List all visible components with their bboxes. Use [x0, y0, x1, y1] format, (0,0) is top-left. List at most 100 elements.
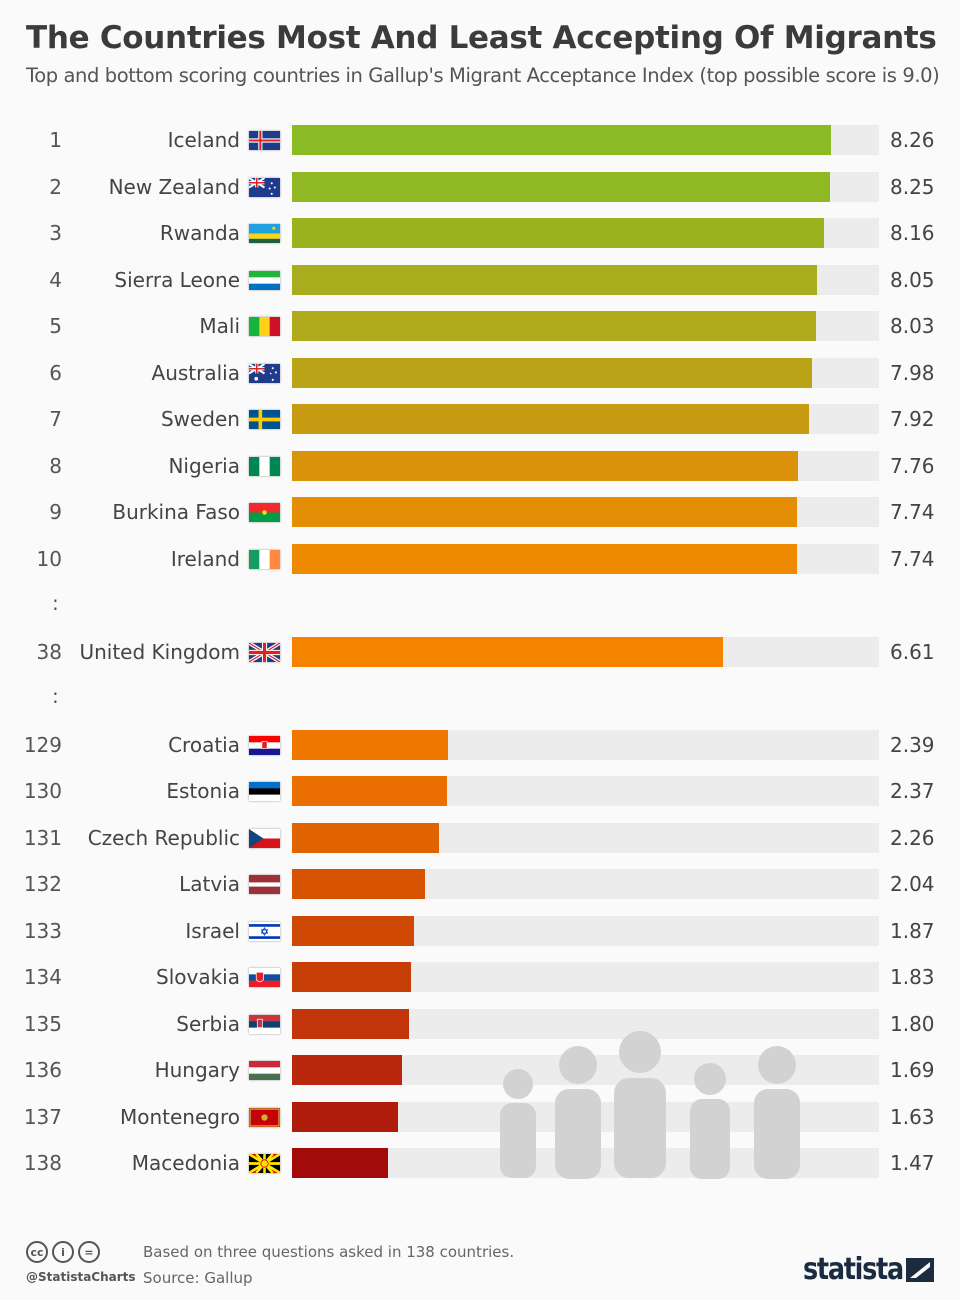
- bar-row: 8 Nigeria 7.76: [0, 450, 960, 482]
- value-label: 8.26: [890, 128, 935, 152]
- bar-row: 136 Hungary 1.69: [0, 1054, 960, 1086]
- attribution-icon: i: [52, 1241, 74, 1263]
- bar: [292, 822, 440, 853]
- country-label: Slovakia: [156, 965, 240, 989]
- hungary-flag-icon: [249, 1061, 280, 1080]
- bar-row: 38 United Kingdom 6.61: [0, 636, 960, 668]
- bar-row: 1 Iceland 8.26: [0, 124, 960, 156]
- value-label: 7.92: [890, 407, 935, 431]
- bar-row: 137 Montenegro 1.63: [0, 1101, 960, 1133]
- statista-logo[interactable]: statista: [803, 1252, 904, 1287]
- bar-row: 133 Israel 1.87: [0, 915, 960, 947]
- bar: [292, 543, 797, 574]
- slovakia-flag-icon: [249, 968, 280, 987]
- chart-title: The Countries Most And Least Accepting O…: [26, 20, 937, 56]
- rank-label: 7: [49, 407, 62, 431]
- country-label: Sierra Leone: [114, 267, 240, 292]
- bar-track: [292, 636, 879, 667]
- bar: [292, 636, 724, 667]
- country-label: Australia: [151, 360, 240, 385]
- bar-row: 132 Latvia 2.04: [0, 868, 960, 900]
- country-label: Israel: [185, 918, 240, 943]
- bar: [292, 776, 447, 806]
- value-label: 7.74: [890, 500, 935, 524]
- bar-track: [292, 543, 879, 574]
- country-label: Iceland: [167, 128, 240, 152]
- bar: [292, 171, 831, 202]
- country-label: Sweden: [160, 407, 240, 431]
- bar: [292, 1008, 410, 1039]
- rank-label: 5: [49, 314, 62, 338]
- rank-label: 136: [23, 1058, 62, 1082]
- country-label: Serbia: [176, 1011, 240, 1036]
- serbia-flag-icon: [249, 1014, 280, 1034]
- bar: [292, 869, 426, 899]
- bar-row: 6 Australia 7.98: [0, 357, 960, 389]
- bar-track: [292, 1008, 879, 1039]
- country-label: Czech Republic: [87, 825, 240, 850]
- bar-track: [292, 497, 879, 527]
- bar: [292, 404, 809, 434]
- rank-label: 129: [23, 732, 62, 757]
- australia-flag-icon: [249, 363, 280, 383]
- rank-label: 138: [23, 1151, 62, 1175]
- bar-track: [292, 404, 879, 434]
- value-label: 1.47: [890, 1151, 935, 1175]
- bar-row: 130 Estonia 2.37: [0, 775, 960, 807]
- latvia-flag-icon: [249, 875, 280, 894]
- country-label: Macedonia: [131, 1151, 240, 1175]
- rank-label: 10: [36, 546, 62, 571]
- creative-commons-icons: cc i =: [26, 1241, 100, 1263]
- macedonia-flag-icon: [249, 1154, 280, 1173]
- bar: [292, 962, 412, 992]
- rank-label: 135: [23, 1011, 62, 1036]
- rank-label: 6: [49, 360, 62, 385]
- footnote: Based on three questions asked in 138 co…: [143, 1243, 515, 1261]
- country-label: Burkina Faso: [112, 500, 240, 524]
- bar-track: [292, 357, 879, 388]
- bar-track: [292, 776, 879, 806]
- bar-track: [292, 264, 879, 295]
- nigeria-flag-icon: [249, 456, 280, 476]
- value-label: 1.80: [890, 1011, 935, 1036]
- bar: [292, 264, 818, 295]
- people-silhouette-icon: [500, 1031, 800, 1179]
- country-label: Montenegro: [119, 1104, 240, 1129]
- statista-logo-icon: [906, 1258, 934, 1282]
- bar: [292, 218, 825, 248]
- croatia-flag-icon: [249, 735, 280, 755]
- bar: [292, 1101, 399, 1132]
- bar-track: [292, 729, 879, 760]
- bar: [292, 311, 816, 341]
- bar-row: 4 Sierra Leone 8.05: [0, 264, 960, 296]
- bar-track: [292, 915, 879, 946]
- country-label: Rwanda: [159, 221, 240, 245]
- bar: [292, 125, 831, 155]
- czech-republic-flag-icon: [249, 828, 280, 848]
- country-label: Ireland: [170, 546, 240, 571]
- bar-track: [292, 171, 879, 202]
- rank-label: 132: [23, 872, 62, 896]
- rwanda-flag-icon: [249, 224, 280, 243]
- bar-row: 3 Rwanda 8.16: [0, 217, 960, 249]
- bar: [292, 729, 448, 760]
- bar-track: [292, 822, 879, 853]
- bar-track: [292, 218, 879, 248]
- value-label: 1.83: [890, 965, 935, 989]
- value-label: 1.87: [890, 918, 935, 943]
- value-label: 6.61: [890, 639, 935, 664]
- value-label: 1.63: [890, 1104, 935, 1129]
- value-label: 7.74: [890, 546, 935, 571]
- bar: [292, 497, 797, 527]
- bar-track: [292, 450, 879, 481]
- bar: [292, 915, 414, 946]
- value-label: 2.26: [890, 825, 935, 850]
- bar: [292, 450, 799, 481]
- bar-track: [292, 869, 879, 899]
- rank-label: 131: [23, 825, 62, 850]
- country-label: United Kingdom: [79, 639, 240, 664]
- sweden-flag-icon: [249, 410, 280, 429]
- twitter-handle[interactable]: @StatistaCharts: [26, 1270, 136, 1284]
- country-label: New Zealand: [108, 174, 240, 199]
